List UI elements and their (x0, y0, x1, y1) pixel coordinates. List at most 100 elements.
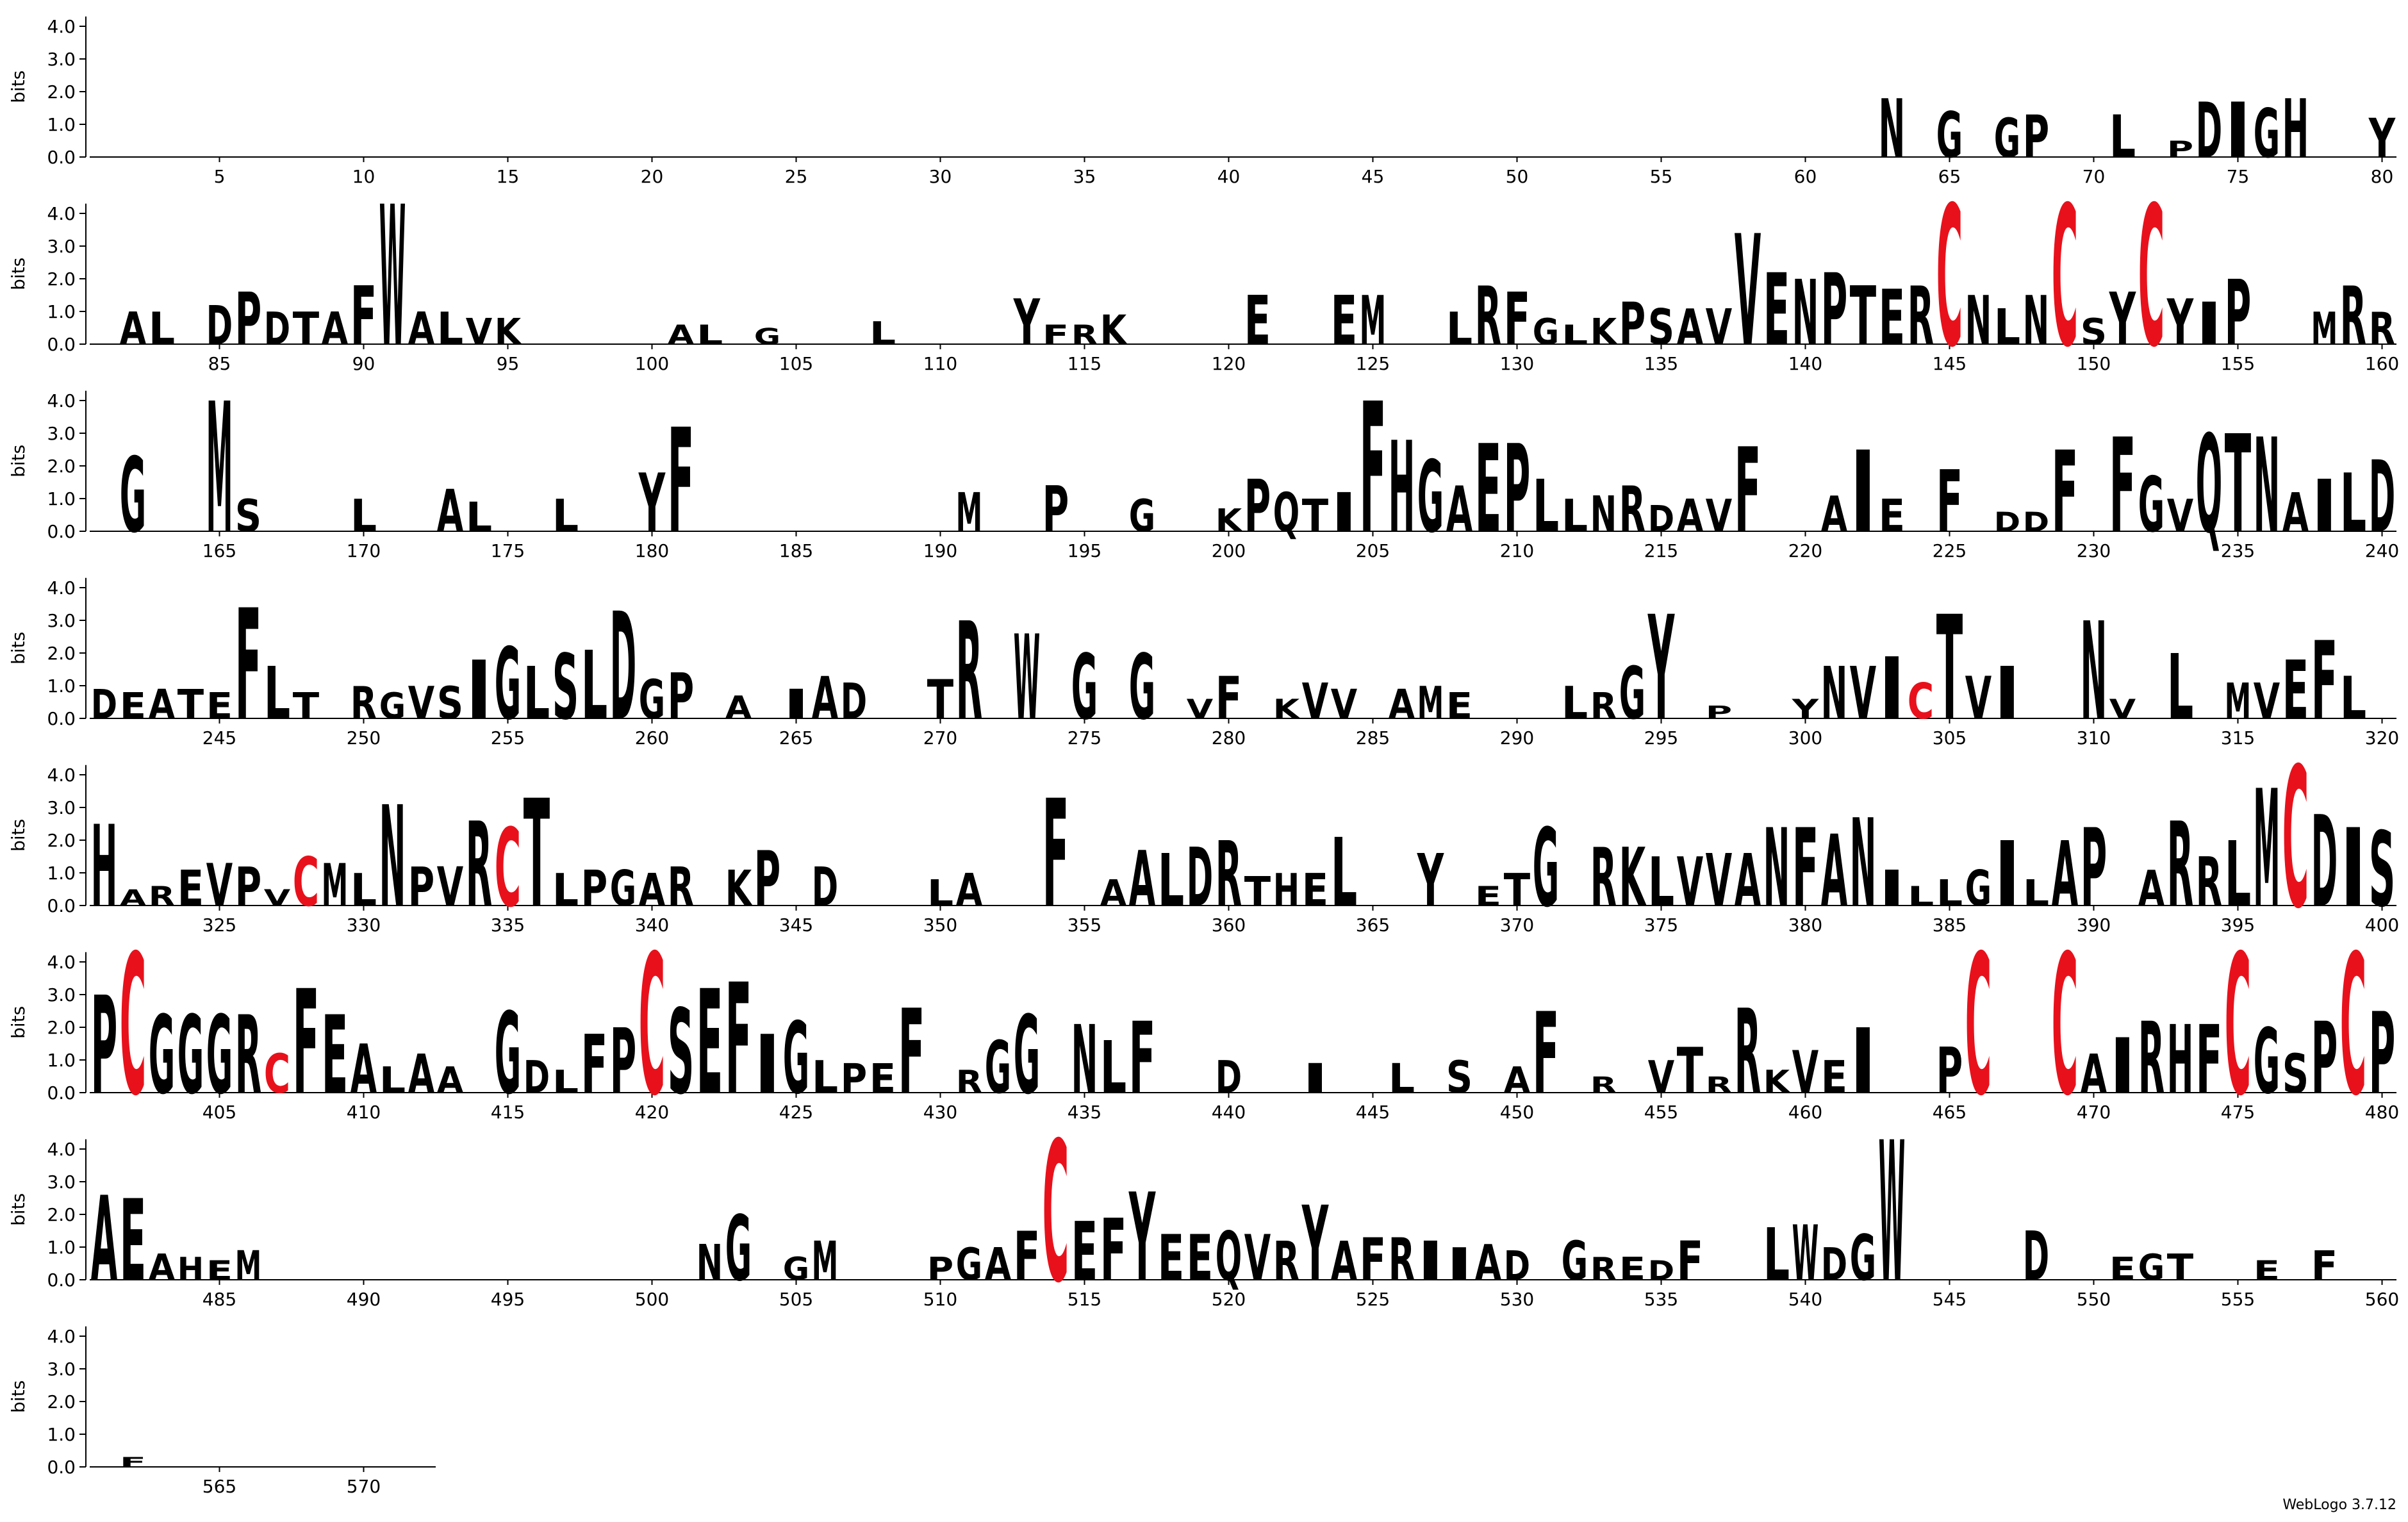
logo-letter: Y (1013, 286, 1041, 360)
logo-letter: G (956, 1239, 982, 1291)
y-tick-label: 4.0 (47, 577, 76, 599)
logo-letter: G (1533, 311, 1559, 353)
logo-letter: L (2023, 873, 2049, 914)
logo-letter: E (1879, 274, 1905, 363)
x-tick-label: 170 (347, 540, 381, 561)
logo-letter: A (1677, 490, 1704, 542)
x-tick-label: 190 (923, 540, 957, 561)
logo-letter: M (206, 365, 233, 574)
logo-letter: G (495, 989, 521, 1120)
x-tick-label: 85 (208, 353, 231, 374)
logo-letter: G (1994, 107, 2020, 170)
y-tick-label: 4.0 (47, 765, 76, 786)
logo-letter: A (2282, 481, 2309, 544)
logo-letter: A (1446, 474, 1473, 547)
logo-letter: R (350, 677, 377, 729)
x-tick-label: 525 (1356, 1289, 1390, 1310)
logo-letter: T (2225, 406, 2251, 563)
logo-letter: N (1763, 806, 1790, 931)
x-tick-label: 425 (779, 1102, 813, 1123)
logo-letter: I (2225, 87, 2251, 176)
logo-letter: G (2254, 95, 2280, 174)
x-tick-label: 560 (2365, 1289, 2399, 1310)
logo-letter: G (379, 686, 406, 727)
logo-letter: V (1331, 681, 1358, 728)
logo-letter: E (1763, 253, 1790, 368)
x-tick-label: 45 (1362, 166, 1385, 187)
logo-letter: F (1792, 806, 1818, 931)
logo-letter: R (1216, 822, 1242, 927)
x-tick-label: 475 (2221, 1102, 2255, 1123)
x-tick-label: 405 (202, 1102, 236, 1123)
logo-letter: F (1360, 1225, 1386, 1294)
x-tick-label: 300 (1788, 727, 1822, 749)
logo-letter: R (1619, 474, 1645, 547)
x-tick-label: 470 (2077, 1102, 2111, 1123)
x-tick-label: 375 (1644, 914, 1678, 936)
logo-letter: V (206, 851, 233, 920)
y-tick-label: 3.0 (47, 423, 76, 444)
y-tick-label: 1.0 (47, 1050, 76, 1071)
x-tick-label: 290 (1500, 727, 1534, 749)
logo-letter: M (1417, 677, 1444, 729)
logo-letter: A (120, 884, 146, 911)
logo-letter: F (1533, 989, 1559, 1120)
logo-letter: L (379, 1060, 406, 1102)
logo-letter: C (1965, 914, 1992, 1138)
logo-letter: D (524, 1052, 550, 1104)
logo-letter: W (1792, 1209, 1818, 1298)
x-tick-label: 490 (347, 1289, 381, 1310)
logo-letter: L (350, 864, 377, 916)
logo-letter: Y (2109, 278, 2136, 362)
x-tick-label: 500 (635, 1289, 669, 1310)
x-tick-label: 215 (1644, 540, 1678, 561)
logo-letter: T (1677, 1035, 1703, 1108)
logo-letter: L (466, 493, 492, 541)
logo-letter: F (120, 1455, 146, 1470)
x-tick-label: 395 (2221, 914, 2255, 936)
y-tick-label: 0.0 (47, 1082, 76, 1104)
x-tick-label: 120 (1212, 353, 1246, 374)
logo-letter: I (1879, 860, 1905, 918)
x-tick-label: 185 (779, 540, 813, 561)
logo-letter: I (2340, 806, 2366, 931)
logo-letter: H (1273, 864, 1299, 916)
y-tick-label: 3.0 (47, 610, 76, 631)
logo-letter: D (610, 581, 636, 754)
logo-letter: F (1014, 1218, 1040, 1296)
logo-letter: R (2138, 1002, 2165, 1116)
logo-letter: V (1735, 204, 1761, 381)
logo-letter: C (1908, 673, 1934, 731)
x-tick-label: 65 (1938, 166, 1961, 187)
logo-letter: G (985, 1027, 1011, 1111)
x-tick-label: 210 (1500, 540, 1534, 561)
x-tick-label: 200 (1212, 540, 1246, 561)
logo-letter: M (235, 1242, 261, 1289)
logo-letter: V (1302, 673, 1328, 731)
logo-letter: G (1965, 860, 1992, 918)
logo-letter: P (2225, 261, 2251, 365)
logo-letter: C (2138, 165, 2165, 390)
logo-letter: H (2167, 1005, 2193, 1115)
logo-letter: I (466, 643, 492, 738)
logo-letter: N (2254, 411, 2280, 562)
logo-letter: A (2138, 860, 2165, 918)
x-tick-label: 115 (1068, 353, 1101, 374)
logo-letter: G (120, 436, 146, 556)
logo-letter: F (2311, 1242, 2338, 1289)
logo-letter: I (783, 681, 809, 728)
logo-letter: G (754, 323, 780, 349)
logo-letter: A (1475, 1234, 1501, 1292)
x-tick-label: 195 (1068, 540, 1101, 561)
y-tick-label: 4.0 (47, 1139, 76, 1160)
logo-letter: P (754, 835, 780, 924)
y-axis-label: bits (8, 632, 29, 665)
logo-letter: Q (1273, 481, 1299, 544)
logo-letter: L (1763, 1214, 1790, 1298)
x-tick-label: 250 (347, 727, 381, 749)
logo-letter: E (2282, 643, 2309, 738)
y-tick-label: 0.0 (47, 147, 76, 168)
logo-letter: T (1850, 269, 1876, 363)
x-tick-label: 480 (2365, 1102, 2399, 1123)
x-tick-label: 75 (2227, 166, 2250, 187)
